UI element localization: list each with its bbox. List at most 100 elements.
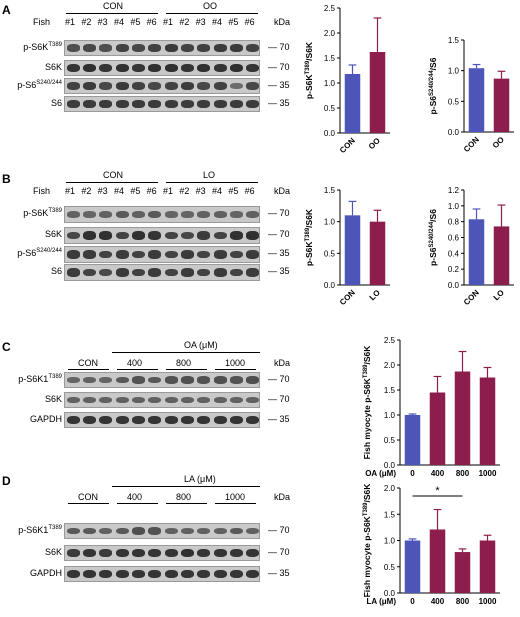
blot-band — [229, 569, 244, 579]
blot-row-label: S6K — [0, 229, 62, 239]
group-label: CON — [78, 492, 98, 502]
protein-name: S6K — [44, 62, 62, 72]
blot-band — [99, 231, 113, 240]
y-tick-label: 1.0 — [324, 79, 336, 88]
x-tick-label: LO — [368, 288, 382, 302]
y-axis-label: p-S6KT389/S6K — [304, 41, 314, 99]
phospho-site: T389 — [48, 42, 62, 48]
group-label: 800 — [176, 358, 192, 368]
blot-row-label: p-S6S240/244 — [0, 80, 62, 90]
blot-band — [213, 211, 227, 218]
blot-band — [213, 44, 227, 52]
blot-band — [99, 527, 113, 535]
blot-band — [66, 549, 80, 557]
blot-band — [164, 548, 178, 558]
bar — [493, 78, 510, 132]
panel-label: B — [2, 172, 11, 186]
blot-band — [148, 527, 162, 535]
western-blot-strip — [64, 60, 260, 76]
y-tick-label: 1.5 — [448, 36, 460, 45]
blot-band — [82, 569, 97, 579]
phospho-site: T389 — [48, 525, 62, 531]
western-blot-strip — [64, 412, 260, 428]
blot-band — [180, 250, 195, 259]
blot-band — [229, 100, 244, 108]
blot-band — [148, 250, 162, 259]
blot-band — [229, 211, 244, 218]
blot-band — [66, 211, 80, 218]
lane-label: #3 — [97, 17, 108, 27]
blot-row-label: S6 — [0, 266, 62, 276]
blot-band — [164, 44, 178, 52]
y-axis-label: p-S6S240/244/S6 — [428, 57, 438, 114]
blot-band — [66, 231, 80, 240]
lane-label: #5 — [130, 17, 141, 27]
protein-name: p-S6K — [23, 208, 49, 218]
y-tick-label: 1.2 — [448, 186, 460, 195]
y-tick-label: 2.0 — [384, 484, 396, 493]
blot-band — [99, 268, 113, 277]
y-tick-label: 2.5 — [384, 336, 396, 345]
blot-band — [99, 82, 113, 90]
blot-band — [164, 231, 178, 240]
blot-band — [246, 250, 259, 259]
blot-band — [246, 527, 259, 535]
bar — [454, 371, 471, 465]
concentration-underline — [112, 486, 260, 487]
lane-label: #6 — [146, 17, 157, 27]
y-tick-label: 1.5 — [384, 386, 396, 395]
kda-marker: — 35 — [268, 266, 290, 276]
x-tick-label: OO — [491, 135, 506, 150]
blot-band — [82, 268, 97, 277]
group-label: 400 — [127, 358, 143, 368]
blot-row-label: p-S6K1T389 — [0, 525, 62, 535]
lane-label: #3 — [97, 186, 108, 196]
blot-band — [197, 63, 211, 73]
blot-band — [180, 44, 195, 52]
y-tick-label: 2.0 — [384, 361, 396, 370]
blot-band — [246, 376, 259, 384]
blot-band — [197, 548, 211, 558]
blot-band — [148, 548, 162, 558]
y-axis-label: p-S6KT389/S6K — [304, 208, 314, 266]
x-axis-label: OA (μM) — [365, 469, 396, 478]
y-tick-label: 1.0 — [324, 218, 336, 227]
blot-band — [66, 63, 80, 73]
protein-name: S6K — [44, 547, 62, 557]
y-tick-label: 0.8 — [448, 218, 460, 227]
bar — [493, 226, 510, 285]
blot-band — [246, 100, 259, 108]
bar — [404, 540, 421, 593]
western-blot-strip — [64, 566, 260, 582]
lane-label: #4 — [212, 17, 223, 27]
y-tick-label: 1.5 — [384, 510, 396, 519]
blot-band — [131, 527, 146, 535]
lane-label: #1 — [163, 186, 174, 196]
blot-band — [131, 44, 146, 52]
protein-name: S6 — [50, 98, 62, 108]
blot-band — [131, 250, 146, 259]
western-blot-strip — [64, 523, 260, 539]
blot-row-label: p-S6KT389 — [0, 42, 62, 52]
blot-band — [82, 63, 97, 73]
bar — [369, 221, 386, 285]
blot-band — [164, 376, 178, 384]
blot-band — [180, 82, 195, 90]
x-tick-label: CON — [462, 135, 481, 154]
x-tick-label: 400 — [431, 597, 445, 606]
blot-band — [246, 211, 259, 218]
blot-band — [246, 415, 259, 425]
blot-band — [246, 63, 259, 73]
x-tick-label: 400 — [431, 469, 445, 478]
blot-band — [99, 376, 113, 384]
lane-label: #2 — [81, 186, 92, 196]
blot-band — [213, 231, 227, 240]
blot-band — [164, 415, 178, 425]
blot-band — [213, 268, 227, 277]
kda-marker: — 35 — [268, 568, 290, 578]
kda-marker: — 70 — [268, 229, 290, 239]
x-tick-label: 800 — [456, 597, 470, 606]
kda-marker: — 35 — [268, 414, 290, 424]
group-underline — [215, 369, 256, 370]
x-tick-label: 0 — [410, 469, 415, 478]
